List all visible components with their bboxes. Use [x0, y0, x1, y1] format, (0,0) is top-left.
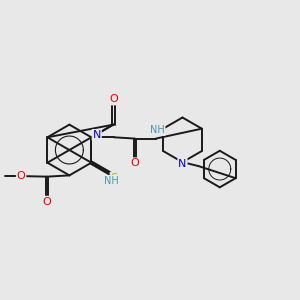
Text: O: O	[43, 196, 51, 207]
Text: N: N	[178, 159, 187, 169]
Text: NH: NH	[150, 125, 165, 135]
Text: O: O	[130, 158, 140, 168]
Text: S: S	[111, 173, 118, 183]
Text: O: O	[17, 171, 26, 181]
Text: N: N	[92, 130, 101, 140]
Text: NH: NH	[104, 176, 119, 186]
Text: O: O	[109, 94, 118, 104]
